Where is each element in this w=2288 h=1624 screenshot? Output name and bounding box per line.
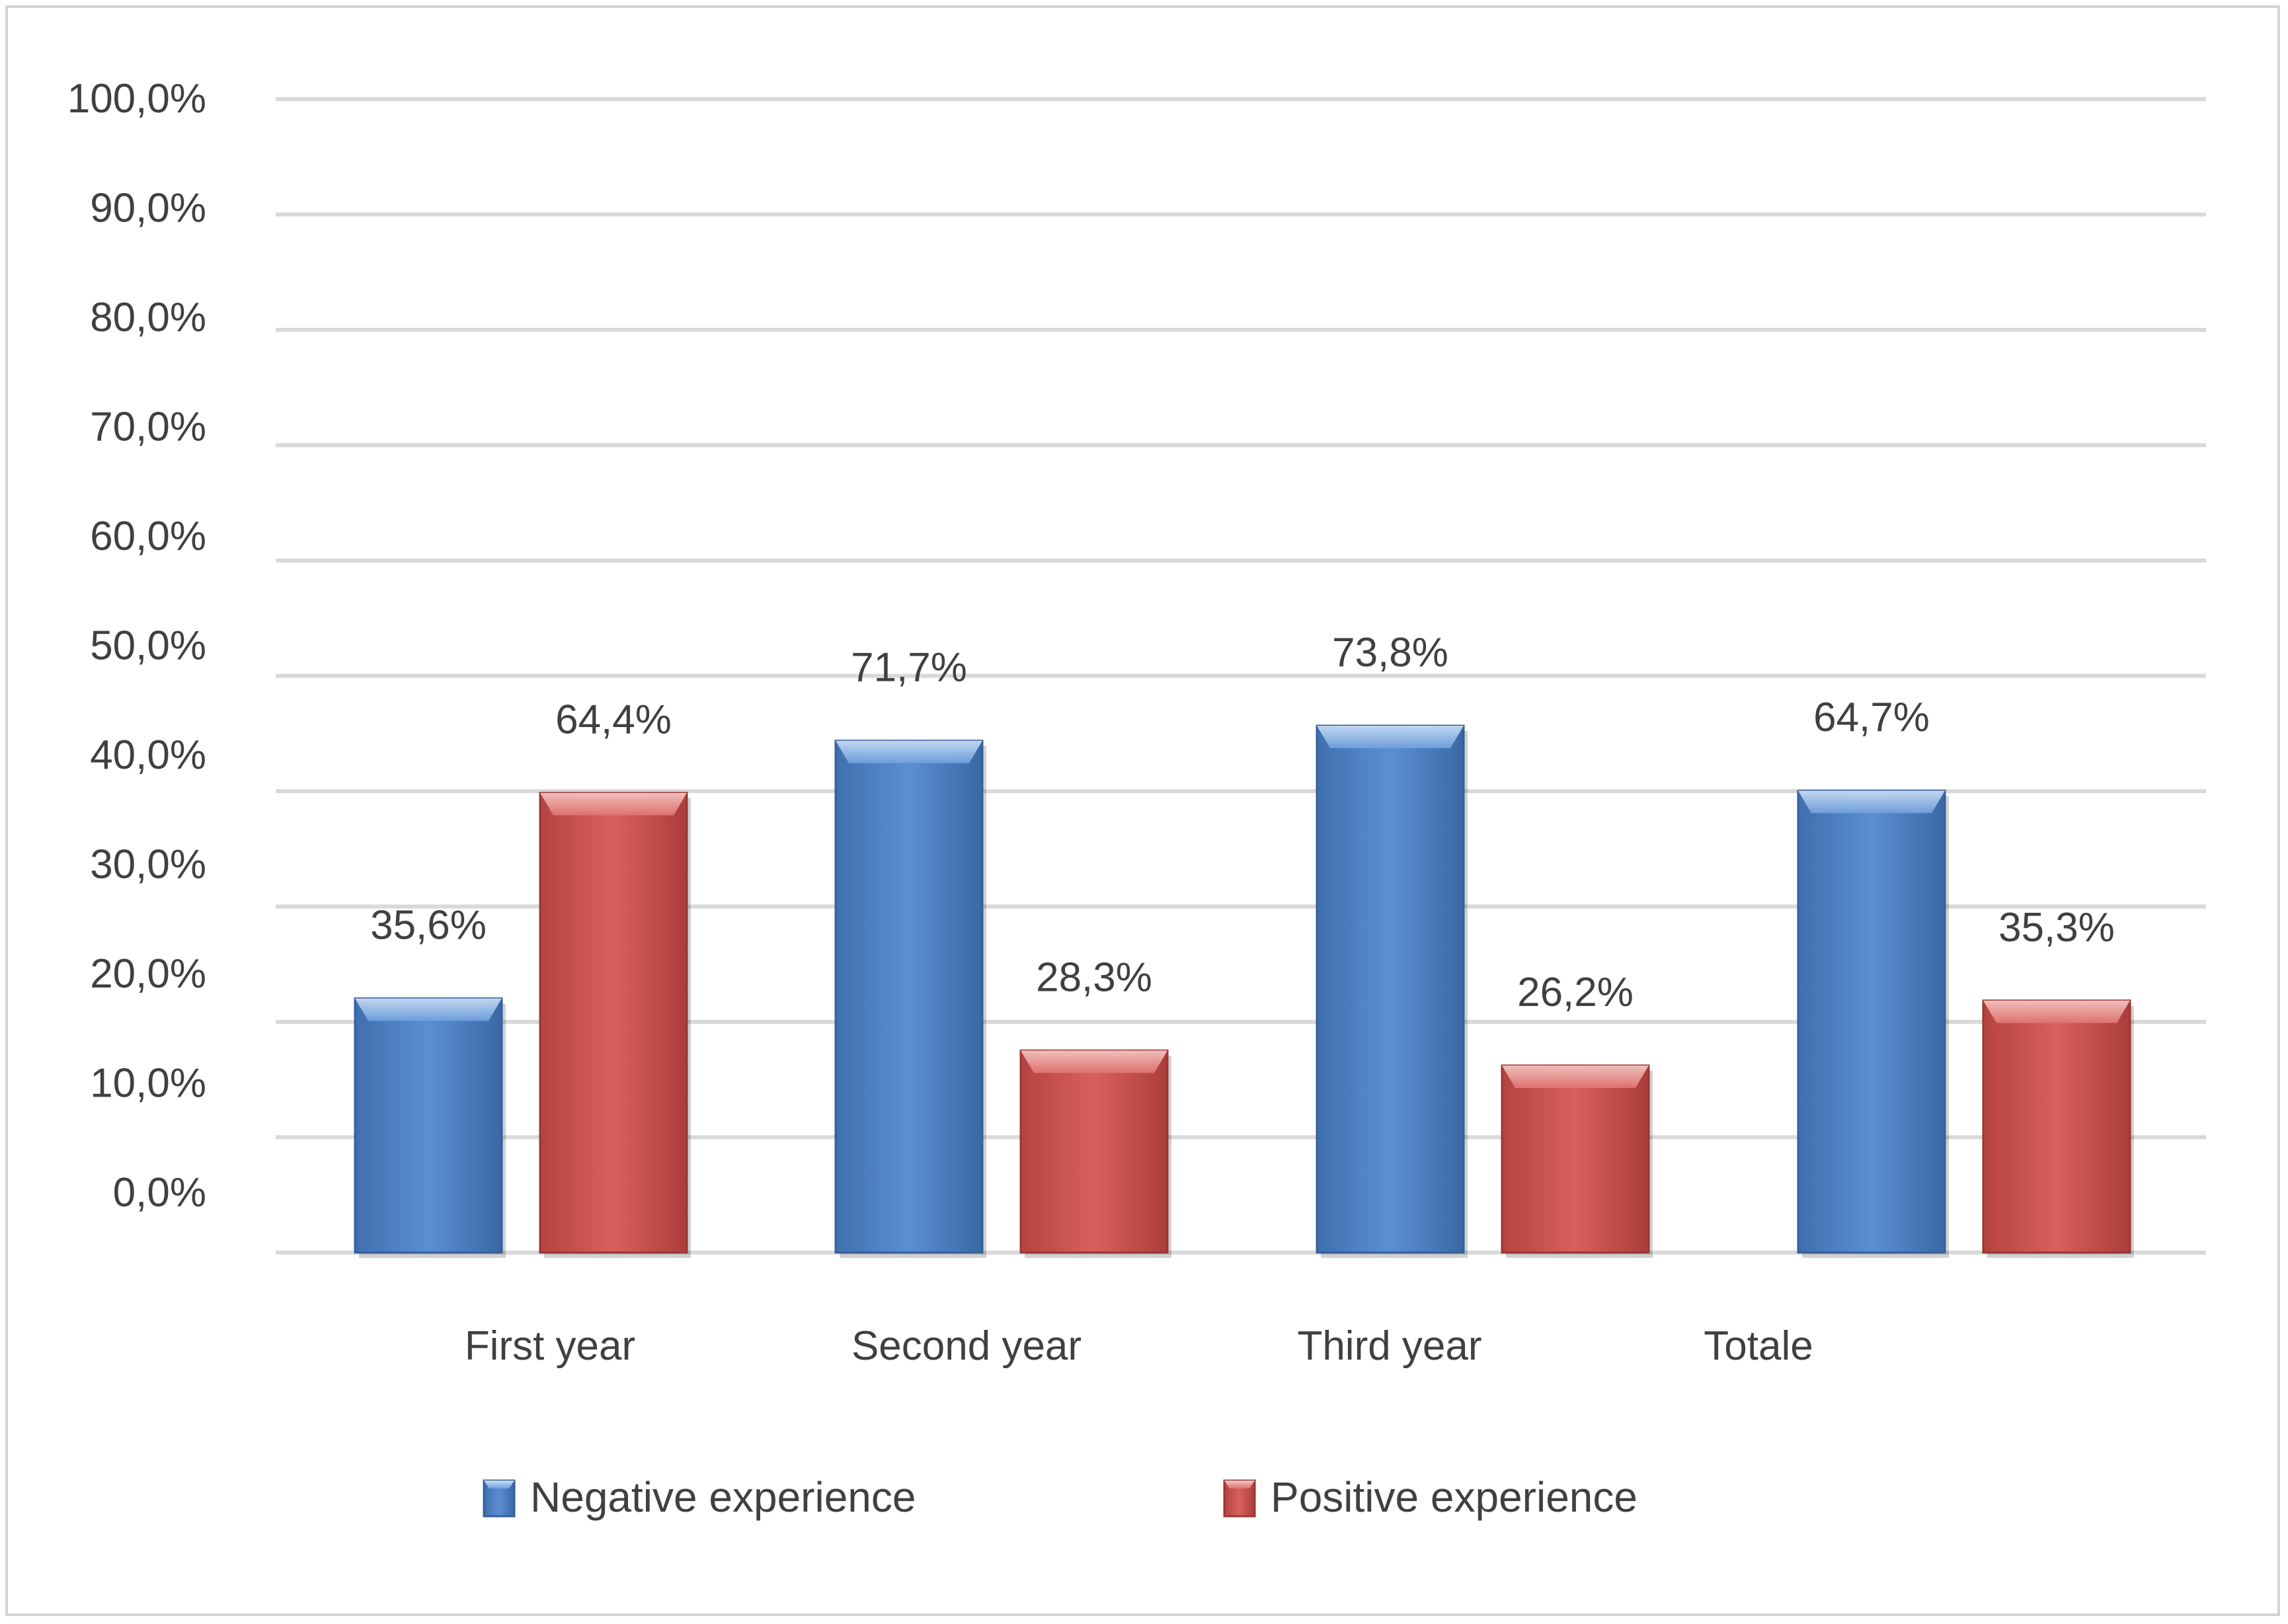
bar-negative-2 [1316,724,1468,1258]
legend-item-positive[interactable]: Positive experience [1223,1473,1637,1521]
legend-item-negative[interactable]: Negative experience [483,1473,916,1521]
data-label: 64,7% [1813,695,1930,740]
y-tick-label: 30,0% [90,842,206,888]
data-label: 26,2% [1517,970,1634,1015]
y-tick-label: 80,0% [90,295,206,340]
y-tick-label: 0,0% [113,1170,206,1216]
bars [354,724,2134,1258]
data-label: 71,7% [851,645,967,691]
data-label: 35,6% [370,903,487,948]
legend-label: Negative experience [530,1473,916,1521]
y-tick-label: 60,0% [90,514,206,559]
bar-positive-1 [1019,1049,1171,1258]
bar-negative-1 [834,740,986,1258]
x-axis-categories: First year Second year Third year Totale [465,1323,1813,1369]
bar-positive-3 [1982,999,2134,1258]
y-tick-label: 100,0% [67,76,206,122]
data-labels: 35,6% 64,4% 71,7% 28,3% 73,8% 26,2% 64,7% 35,3% [370,630,2115,1015]
data-label: 35,3% [1998,905,2115,950]
y-tick-label: 70,0% [90,405,206,450]
bar-positive-2 [1501,1064,1653,1258]
y-tick-label: 90,0% [90,186,206,231]
y-tick-label: 40,0% [90,732,206,778]
x-category-label: Totale [1704,1323,1813,1369]
legend-label: Positive experience [1271,1473,1637,1521]
x-category-label: Third year [1297,1323,1481,1369]
chart-frame: 100,0% 90,0% 80,0% 70,0% 60,0% 50,0% 40,0% 30,0… [5,5,2280,1616]
data-label: 28,3% [1036,954,1152,1000]
x-category-label: Second year [851,1323,1082,1369]
y-tick-label: 20,0% [90,951,206,997]
y-tick-label: 50,0% [90,623,206,669]
bar-chart: 100,0% 90,0% 80,0% 70,0% 60,0% 50,0% 40,0% 30,0… [67,76,2206,1521]
y-tick-label: 10,0% [90,1061,206,1106]
y-axis-ticks: 100,0% 90,0% 80,0% 70,0% 60,0% 50,0% 40,0% 30,0… [67,76,206,1216]
bar-negative-0 [354,997,506,1258]
bar-negative-3 [1797,789,1949,1258]
data-label: 73,8% [1332,630,1448,676]
legend: Negative experience Positive experience [483,1473,1637,1521]
bar-positive-0 [539,791,691,1258]
x-category-label: First year [465,1323,635,1369]
data-label: 64,4% [555,697,672,742]
